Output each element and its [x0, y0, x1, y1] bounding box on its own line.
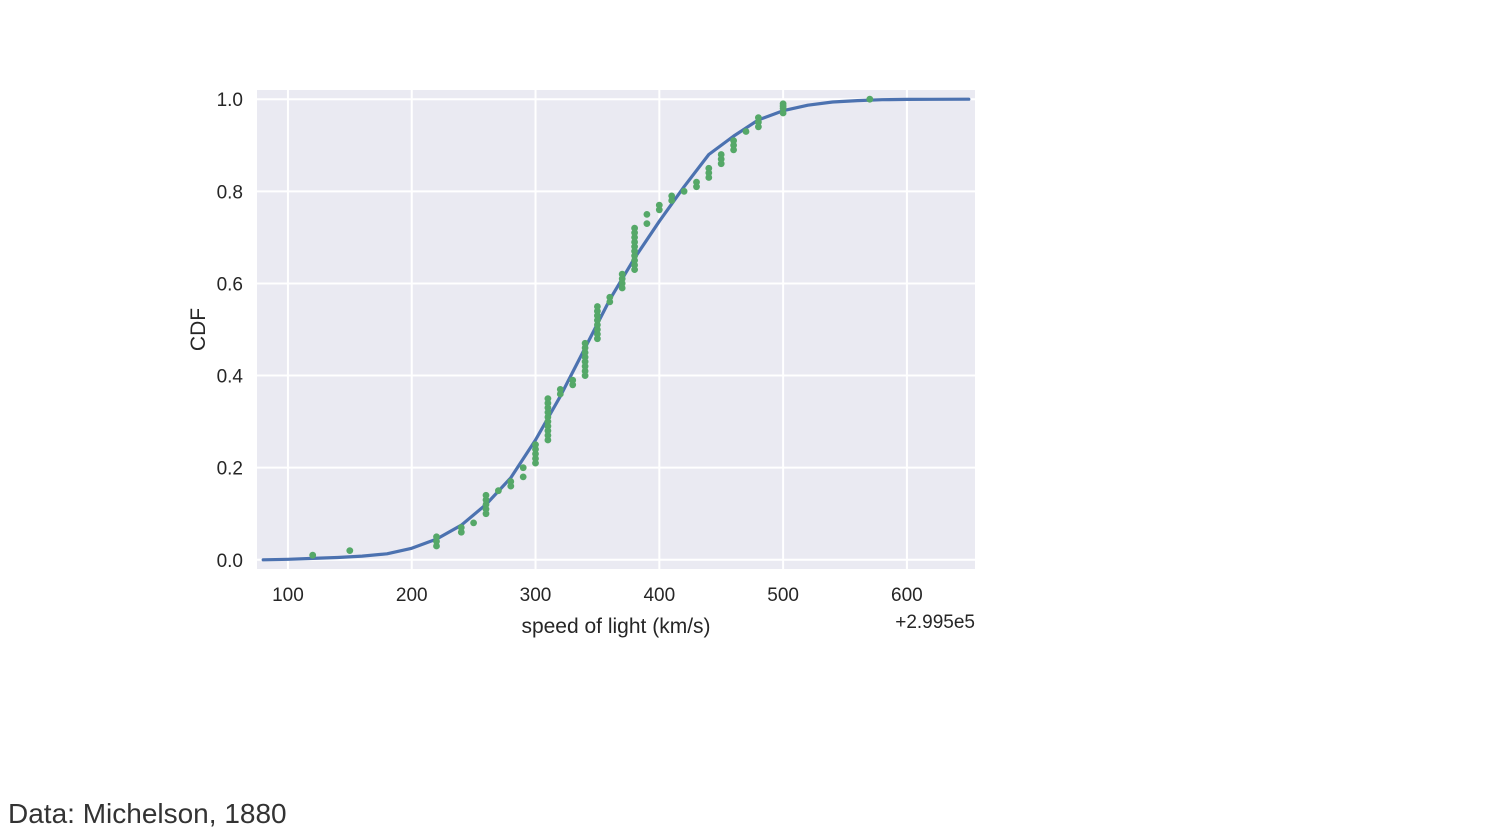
data-point	[693, 178, 700, 186]
data-point	[470, 519, 477, 527]
data-point	[309, 551, 317, 559]
x-tick-label: 500	[767, 585, 799, 606]
x-tick-label: 600	[891, 585, 923, 606]
data-point	[717, 151, 725, 158]
data-point	[755, 114, 762, 121]
x-tick-label: 400	[643, 585, 675, 606]
data-point	[346, 547, 354, 554]
x-tick-label: 100	[272, 585, 304, 606]
x-tick-label: 300	[520, 585, 552, 606]
y-tick-label: 0.8	[217, 182, 243, 203]
data-point	[779, 102, 787, 110]
data-point	[457, 528, 465, 536]
data-point	[866, 95, 874, 103]
data-point	[668, 192, 676, 200]
y-tick-labels: 0.0 0.2 0.4 0.6 0.8 1.0	[217, 90, 244, 572]
data-point	[532, 445, 539, 453]
data-source-caption: Data: Michelson, 1880	[8, 798, 287, 829]
data-point	[643, 211, 651, 218]
data-point	[655, 201, 663, 209]
data-point	[655, 206, 663, 214]
x-axis-offset-label: +2.995e5	[895, 612, 975, 633]
y-tick-label: 0.2	[217, 459, 243, 480]
data-point	[618, 270, 626, 278]
data-point	[507, 478, 515, 485]
y-tick-label: 0.4	[217, 367, 244, 388]
data-point	[519, 464, 527, 472]
data-point	[569, 376, 577, 384]
y-tick-label: 0.6	[217, 274, 243, 295]
data-point	[606, 293, 614, 301]
data-point	[643, 220, 651, 228]
ecdf-data-points	[309, 95, 874, 559]
data-point	[581, 367, 589, 375]
data-point	[519, 473, 527, 481]
x-tick-label: 200	[396, 585, 428, 606]
x-tick-labels: 100 200 300 400 500 600	[272, 585, 923, 606]
data-point	[581, 339, 589, 347]
data-point	[532, 441, 539, 448]
data-point	[705, 164, 713, 172]
y-axis-label: CDF	[187, 308, 210, 351]
y-tick-label: 0.0	[217, 551, 243, 572]
data-point	[433, 533, 440, 541]
y-tick-label: 1.0	[217, 90, 243, 111]
data-point	[482, 491, 490, 499]
data-point	[594, 303, 601, 310]
data-point	[556, 386, 564, 393]
grid-lines	[257, 90, 975, 569]
x-axis-label: speed of light (km/s)	[521, 615, 710, 638]
data-point	[495, 487, 502, 495]
plot-background	[257, 90, 975, 569]
data-point	[457, 524, 465, 531]
data-point	[544, 395, 552, 402]
data-point	[680, 187, 688, 195]
data-point	[742, 128, 750, 135]
data-point	[730, 137, 737, 145]
data-point	[631, 224, 638, 232]
